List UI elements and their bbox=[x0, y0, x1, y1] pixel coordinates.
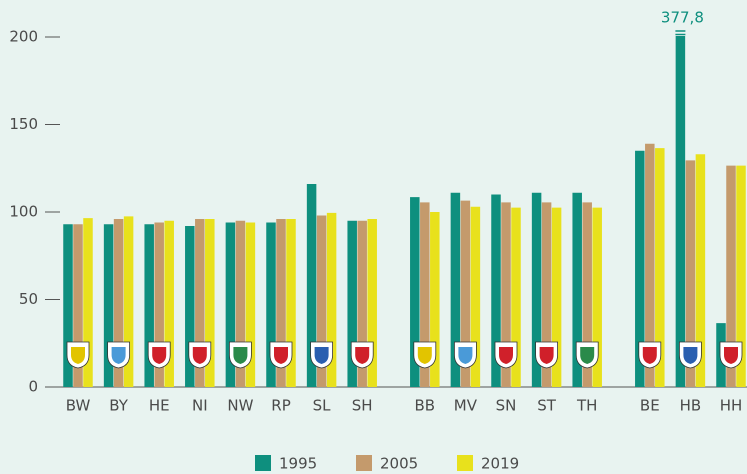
coat-of-arms-detail bbox=[417, 347, 432, 364]
bar bbox=[736, 165, 746, 387]
bar bbox=[347, 220, 357, 387]
legend-swatch bbox=[255, 455, 271, 471]
bar bbox=[460, 200, 471, 387]
coat-of-arms-detail bbox=[683, 347, 698, 364]
bar bbox=[450, 192, 461, 387]
x-tick-label: SH bbox=[352, 397, 373, 415]
bar bbox=[266, 222, 276, 387]
bar bbox=[123, 216, 134, 387]
bar bbox=[645, 143, 655, 387]
x-tick-label: HE bbox=[149, 397, 170, 415]
x-tick-label: ST bbox=[537, 397, 557, 415]
bars bbox=[63, 36, 746, 388]
bar bbox=[685, 160, 696, 387]
x-tick-label: RP bbox=[271, 397, 290, 415]
coat-of-arms-detail bbox=[111, 347, 126, 364]
bar bbox=[357, 220, 367, 387]
bar bbox=[501, 202, 511, 387]
x-tick-label: NW bbox=[227, 397, 253, 415]
bar bbox=[655, 148, 665, 387]
bar bbox=[306, 184, 317, 387]
y-tick-label: 50 bbox=[19, 290, 38, 308]
coat-of-arms-detail bbox=[274, 347, 288, 364]
bar bbox=[144, 224, 154, 387]
bar bbox=[430, 212, 440, 387]
bar bbox=[316, 215, 327, 387]
bar bbox=[491, 194, 501, 387]
legend-swatch bbox=[457, 455, 473, 471]
coat-of-arms-detail bbox=[580, 347, 595, 364]
x-tick-label: MV bbox=[454, 397, 478, 415]
y-tick-label: 150 bbox=[9, 115, 38, 133]
coat-of-arms-detail bbox=[152, 347, 167, 364]
bar bbox=[245, 222, 256, 387]
coat-of-arms-detail bbox=[314, 347, 329, 364]
bar bbox=[73, 224, 83, 387]
bar bbox=[195, 219, 205, 387]
bar bbox=[420, 202, 430, 387]
bar bbox=[635, 150, 645, 387]
bar bbox=[235, 220, 246, 387]
y-tick-label: 200 bbox=[9, 28, 38, 46]
legend-swatch bbox=[356, 455, 372, 471]
bar bbox=[286, 219, 296, 387]
value-label: 377,8 bbox=[661, 9, 704, 27]
coat-of-arms-detail bbox=[355, 347, 370, 364]
coat-of-arms-detail bbox=[499, 347, 513, 364]
legend-label: 2005 bbox=[380, 455, 418, 473]
bar bbox=[113, 219, 124, 387]
bar bbox=[531, 192, 542, 387]
bar bbox=[541, 202, 552, 387]
coat-of-arms-detail bbox=[233, 347, 248, 364]
coat-of-arms-detail bbox=[71, 347, 85, 364]
bar bbox=[276, 219, 286, 387]
coat-of-arms-detail bbox=[642, 347, 657, 364]
x-tick-label: BE bbox=[640, 397, 660, 415]
y-tick-label: 100 bbox=[9, 203, 38, 221]
bar bbox=[103, 224, 114, 387]
x-tick-label: HB bbox=[680, 397, 702, 415]
bar bbox=[470, 206, 481, 387]
bar bbox=[675, 36, 686, 388]
bar bbox=[83, 218, 93, 387]
x-tick-label: HH bbox=[720, 397, 743, 415]
coat-of-arms-detail bbox=[192, 347, 207, 364]
x-tick-label: BY bbox=[109, 397, 128, 415]
coat-of-arms-detail bbox=[539, 347, 554, 364]
x-tick-label: TH bbox=[576, 397, 597, 415]
coats-of-arms bbox=[66, 341, 743, 369]
bar bbox=[572, 192, 582, 387]
x-tick-label: SN bbox=[496, 397, 517, 415]
legend-label: 1995 bbox=[279, 455, 317, 473]
bar bbox=[63, 224, 73, 387]
bar bbox=[205, 219, 215, 387]
bar bbox=[164, 220, 174, 387]
bar bbox=[367, 219, 377, 387]
bar bbox=[511, 207, 521, 387]
bar bbox=[551, 207, 562, 387]
x-tick-label: SL bbox=[313, 397, 332, 415]
bar bbox=[726, 165, 736, 387]
bar bbox=[410, 197, 420, 387]
x-tick-label: BW bbox=[66, 397, 91, 415]
bar bbox=[185, 226, 195, 387]
legend-label: 2019 bbox=[481, 455, 519, 473]
x-tick-label: BB bbox=[415, 397, 436, 415]
x-tick-label: NI bbox=[192, 397, 208, 415]
bar bbox=[695, 154, 706, 387]
coat-of-arms-detail bbox=[458, 347, 473, 364]
bar bbox=[326, 212, 337, 387]
bar bbox=[582, 202, 592, 387]
y-tick-label: 0 bbox=[28, 378, 38, 396]
bar bbox=[592, 207, 602, 387]
bar bbox=[225, 222, 236, 387]
coat-of-arms-detail bbox=[724, 347, 738, 364]
bar bbox=[154, 222, 164, 387]
